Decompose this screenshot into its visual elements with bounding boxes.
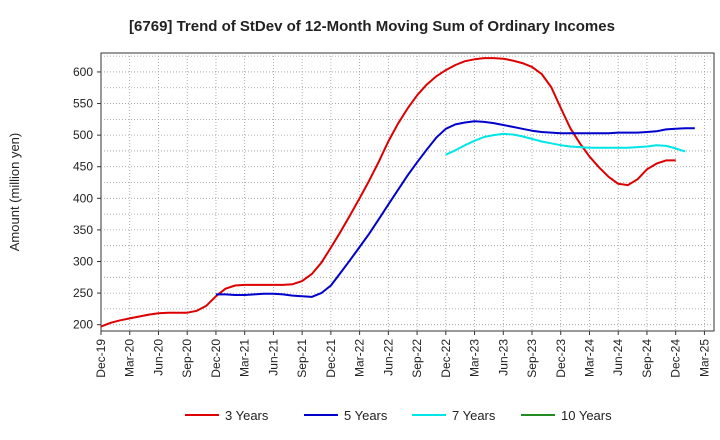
x-tick-label: Jun-22: [381, 339, 395, 376]
legend-label: 10 Years: [561, 408, 612, 423]
y-tick-label: 300: [73, 255, 93, 269]
x-tick-label: Jun-23: [496, 339, 510, 376]
y-tick-label: 600: [73, 65, 93, 79]
legend-label: 7 Years: [452, 408, 496, 423]
x-tick-label: Sep-22: [410, 339, 424, 378]
x-tick-label: Sep-24: [640, 339, 654, 378]
y-tick-label: 250: [73, 286, 93, 300]
series-line-5-years: [215, 120, 695, 298]
x-tick-label: Mar-20: [123, 339, 137, 377]
x-tick-label: Dec-20: [209, 339, 223, 378]
chart-title: [6769] Trend of StDev of 12-Month Moving…: [129, 18, 615, 35]
x-tick-label: Dec-19: [94, 339, 108, 378]
y-axis-label: Amount (million yen): [7, 133, 22, 252]
x-tick-label: Mar-21: [238, 339, 252, 377]
x-tick-label: Dec-23: [554, 339, 568, 378]
series-line-3-years: [100, 57, 676, 328]
x-tick-label: Mar-23: [468, 339, 482, 377]
y-axis-ticks: 200 250 300 350 400 450 500 550 600: [73, 65, 101, 332]
x-tick-label: Mar-24: [582, 339, 596, 377]
x-tick-label: Dec-24: [669, 339, 683, 378]
series-lines: [100, 57, 695, 328]
y-tick-label: 200: [73, 318, 93, 332]
x-tick-label: Dec-22: [439, 339, 453, 378]
x-tick-label: Sep-21: [295, 339, 309, 378]
y-tick-label: 450: [73, 160, 93, 174]
legend-label: 3 Years: [225, 408, 269, 423]
plot-area: [100, 52, 715, 332]
x-tick-label: Sep-23: [525, 339, 539, 378]
x-tick-label: Mar-25: [697, 339, 711, 377]
legend-label: 5 Years: [344, 408, 388, 423]
y-tick-label: 550: [73, 97, 93, 111]
x-tick-label: Jun-21: [266, 339, 280, 376]
x-axis-ticks: Dec-19 Mar-20 Jun-20 Sep-20 Dec-20 Mar-21 Jun-…: [94, 331, 711, 378]
x-tick-label: Dec-21: [324, 339, 338, 378]
series-line-7-years: [445, 132, 686, 156]
y-tick-label: 350: [73, 223, 93, 237]
x-tick-label: Jun-24: [611, 339, 625, 376]
x-tick-label: Sep-20: [180, 339, 194, 378]
y-tick-label: 500: [73, 128, 93, 142]
x-tick-label: Jun-20: [151, 339, 165, 376]
legend: 3 Years 5 Years 7 Years 10 Years: [185, 408, 612, 423]
y-tick-label: 400: [73, 191, 93, 205]
x-tick-label: Mar-22: [353, 339, 367, 377]
